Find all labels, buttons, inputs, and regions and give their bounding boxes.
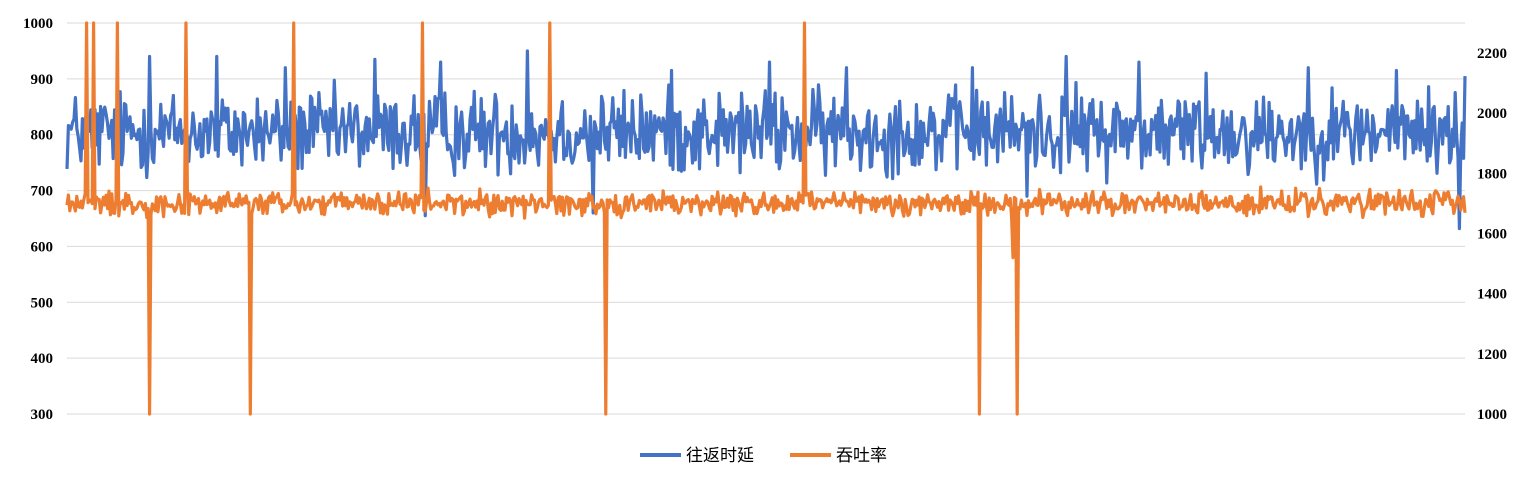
- series-line-rtt: [65, 49, 1467, 231]
- left-tick-label: 600: [31, 239, 54, 255]
- right-tick-label: 1800: [1477, 166, 1507, 182]
- left-tick-label: 500: [31, 295, 54, 311]
- series-line-throughput: [65, 21, 1467, 416]
- left-tick-label: 800: [31, 128, 54, 144]
- right-tick-label: 2000: [1477, 106, 1507, 122]
- left-tick-label: 700: [31, 184, 54, 200]
- legend: 往返时延 吞吐率: [640, 446, 887, 466]
- right-tick-label: 1600: [1477, 227, 1507, 243]
- left-axis-tick-labels: 300 400 500 600 700 800 900 1000: [23, 16, 53, 423]
- right-tick-label: 2200: [1477, 46, 1507, 62]
- left-tick-label: 900: [31, 72, 54, 88]
- left-tick-label: 1000: [23, 16, 53, 32]
- left-tick-label: 300: [31, 407, 54, 423]
- series-lines: [65, 21, 1467, 416]
- right-tick-label: 1400: [1477, 287, 1507, 303]
- gridlines: [67, 22, 1465, 415]
- left-tick-label: 400: [31, 351, 54, 367]
- legend-label-rtt: 往返时延: [686, 446, 754, 466]
- right-tick-label: 1000: [1477, 407, 1507, 423]
- right-axis-tick-labels: 1000 1200 1400 1600 1800 2000 2200: [1477, 46, 1507, 423]
- right-tick-label: 1200: [1477, 347, 1507, 363]
- legend-label-throughput: 吞吐率: [836, 446, 887, 466]
